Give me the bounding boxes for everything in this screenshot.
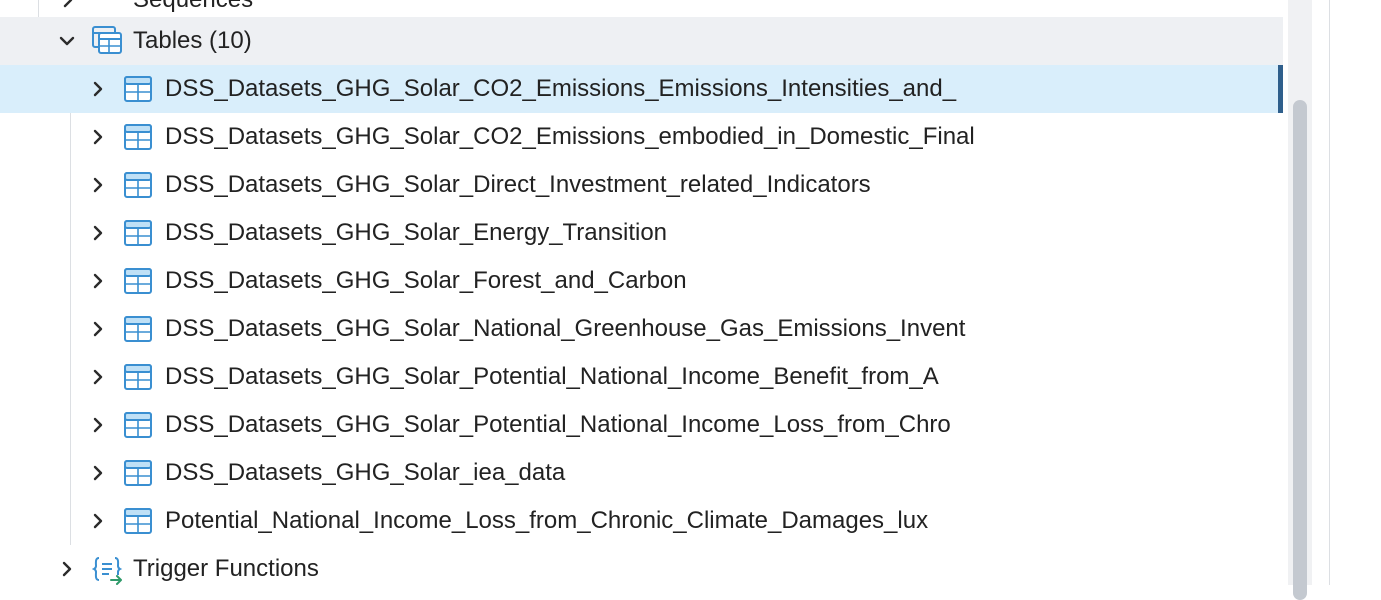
panel-divider (1329, 0, 1330, 585)
chevron-right-icon[interactable] (88, 127, 108, 147)
table-name: DSS_Datasets_GHG_Solar_CO2_Emissions_Emi… (165, 75, 957, 102)
table-row[interactable]: Potential_National_Income_Loss_from_Chro… (0, 497, 1283, 545)
table-icon (124, 460, 152, 486)
table-name: DSS_Datasets_GHG_Solar_Direct_Investment… (165, 171, 871, 198)
trigger-function-icon (92, 557, 123, 585)
table-row[interactable]: DSS_Datasets_GHG_Solar_CO2_Emissions_emb… (0, 113, 1283, 161)
chevron-right-icon[interactable] (57, 559, 77, 579)
table-name: DSS_Datasets_GHG_Solar_Potential_Nationa… (165, 411, 951, 438)
chevron-right-icon[interactable] (88, 223, 108, 243)
table-icon (124, 124, 152, 150)
tree-node-label: Trigger Functions (133, 555, 319, 582)
table-icon (124, 172, 152, 198)
tree-node-tables[interactable]: Tables (10) (0, 17, 1283, 65)
table-row[interactable]: DSS_Datasets_GHG_Solar_iea_data (0, 449, 1283, 497)
tree-node-trigger-functions[interactable]: Trigger Functions (0, 545, 1283, 585)
table-row[interactable]: DSS_Datasets_GHG_Solar_Potential_Nationa… (0, 401, 1283, 449)
scrollbar-thumb[interactable] (1293, 100, 1307, 600)
table-row[interactable]: DSS_Datasets_GHG_Solar_National_Greenhou… (0, 305, 1283, 353)
table-icon (124, 316, 152, 342)
table-name: DSS_Datasets_GHG_Solar_National_Greenhou… (165, 315, 966, 342)
table-icon (124, 76, 152, 102)
tree-node-sequences[interactable]: Sequences (0, 0, 1283, 24)
table-icon (124, 268, 152, 294)
table-row[interactable]: DSS_Datasets_GHG_Solar_Potential_Nationa… (0, 353, 1283, 401)
chevron-right-icon[interactable] (88, 511, 108, 531)
table-name: DSS_Datasets_GHG_Solar_Forest_and_Carbon (165, 267, 687, 294)
table-icon (124, 364, 152, 390)
table-row[interactable]: DSS_Datasets_GHG_Solar_CO2_Emissions_Emi… (0, 65, 1283, 113)
chevron-right-icon[interactable] (88, 415, 108, 435)
table-name: Potential_National_Income_Loss_from_Chro… (165, 507, 929, 534)
table-name: DSS_Datasets_GHG_Solar_iea_data (165, 459, 566, 486)
table-name: DSS_Datasets_GHG_Solar_Energy_Transition (165, 219, 668, 246)
chevron-right-icon[interactable] (58, 0, 78, 10)
tables-folder-icon (92, 26, 122, 54)
table-row[interactable]: DSS_Datasets_GHG_Solar_Forest_and_Carbon (0, 257, 1283, 305)
table-icon (124, 508, 152, 534)
chevron-right-icon[interactable] (88, 319, 108, 339)
table-row[interactable]: DSS_Datasets_GHG_Solar_Direct_Investment… (0, 161, 1283, 209)
chevron-right-icon[interactable] (88, 367, 108, 387)
tree-node-label: Sequences (133, 0, 253, 24)
tree-guide-line (70, 65, 71, 545)
table-icon (124, 412, 152, 438)
chevron-right-icon[interactable] (88, 463, 108, 483)
table-name: DSS_Datasets_GHG_Solar_CO2_Emissions_emb… (165, 123, 975, 150)
chevron-right-icon[interactable] (88, 79, 108, 99)
chevron-right-icon[interactable] (88, 271, 108, 291)
tree-node-label: Tables (10) (133, 27, 252, 54)
chevron-down-icon[interactable] (57, 31, 77, 51)
table-name: DSS_Datasets_GHG_Solar_Potential_Nationa… (165, 363, 939, 390)
table-row[interactable]: DSS_Datasets_GHG_Solar_Energy_Transition (0, 209, 1283, 257)
object-explorer-tree: Sequences Tables (10) DSS_Datasets_GHG_S… (0, 0, 1283, 585)
tree-guide-line (38, 0, 39, 17)
table-icon (124, 220, 152, 246)
chevron-right-icon[interactable] (88, 175, 108, 195)
